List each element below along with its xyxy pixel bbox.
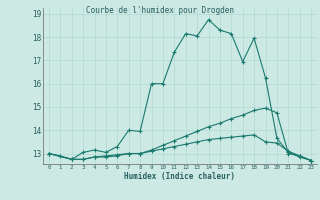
- Text: Courbe de l'humidex pour Drogden: Courbe de l'humidex pour Drogden: [86, 6, 234, 15]
- X-axis label: Humidex (Indice chaleur): Humidex (Indice chaleur): [124, 172, 236, 181]
